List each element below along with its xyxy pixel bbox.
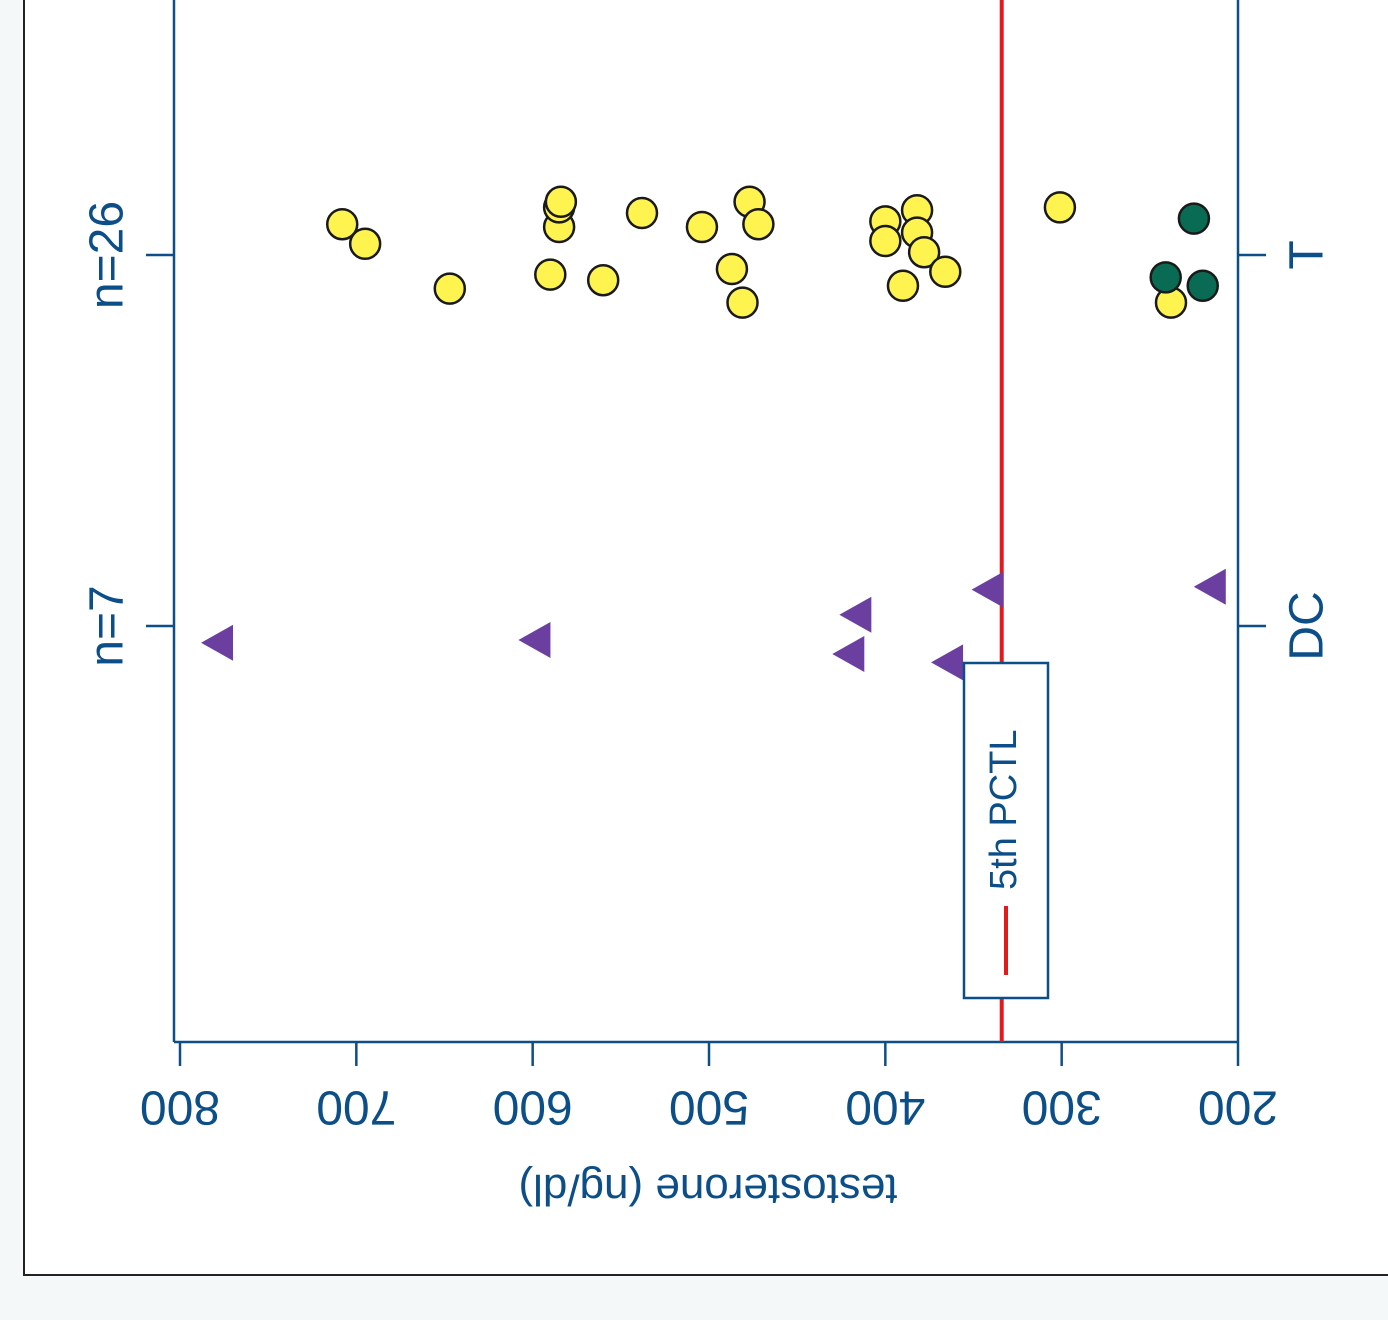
value-tick-label: 700 — [316, 1080, 396, 1133]
data-point-dc — [971, 571, 1004, 608]
data-point-dc — [201, 624, 234, 661]
data-point-t — [1186, 269, 1219, 303]
data-point-t — [534, 258, 567, 291]
value-tick-label: 500 — [669, 1080, 749, 1133]
data-point-dc — [518, 622, 551, 658]
data-point-t — [348, 227, 382, 261]
category-label-t: T — [1281, 240, 1334, 269]
y-axis-title: testosterone (ng/dl) — [518, 1165, 897, 1214]
value-tick-label: 200 — [1198, 1080, 1278, 1133]
legend: 5th PCTL — [962, 661, 1050, 1000]
value-tick-label: 800 — [140, 1080, 220, 1133]
data-point-dc — [839, 596, 872, 633]
legend-label: 5th PCTL — [983, 729, 1025, 890]
data-point-t — [907, 235, 941, 269]
data-point-t — [715, 252, 749, 286]
category-count: n=7 — [81, 585, 134, 666]
data-point-t — [1177, 202, 1211, 235]
value-ticks: 800 700 600 500 400 300 200 — [140, 1042, 1278, 1133]
data-point-dc — [931, 644, 964, 681]
data-point-dc — [832, 636, 865, 672]
data-point-t — [544, 185, 578, 219]
category-ticks: DC n=7 Tn=26 — [81, 201, 1334, 667]
data-point-t — [929, 255, 962, 289]
data-point-t — [625, 196, 659, 230]
data-point-t — [433, 272, 467, 305]
category-label-dc: DC — [1281, 591, 1334, 660]
data-point-t — [869, 224, 902, 258]
data-point-t — [685, 210, 719, 244]
data-point-t — [1149, 261, 1182, 294]
data-point-t — [726, 286, 759, 319]
data-point-t — [325, 207, 359, 241]
data-point-t — [1043, 191, 1077, 224]
value-tick-label: 600 — [493, 1080, 573, 1133]
data-point-t — [886, 269, 920, 303]
category-count: n=26 — [81, 201, 134, 309]
value-tick-label: 400 — [845, 1080, 925, 1133]
data-point-t — [742, 207, 775, 241]
value-tick-label: 300 — [1022, 1080, 1102, 1133]
data-point-dc — [1193, 568, 1226, 605]
data-point-t — [586, 263, 620, 297]
data-points — [201, 185, 1226, 681]
